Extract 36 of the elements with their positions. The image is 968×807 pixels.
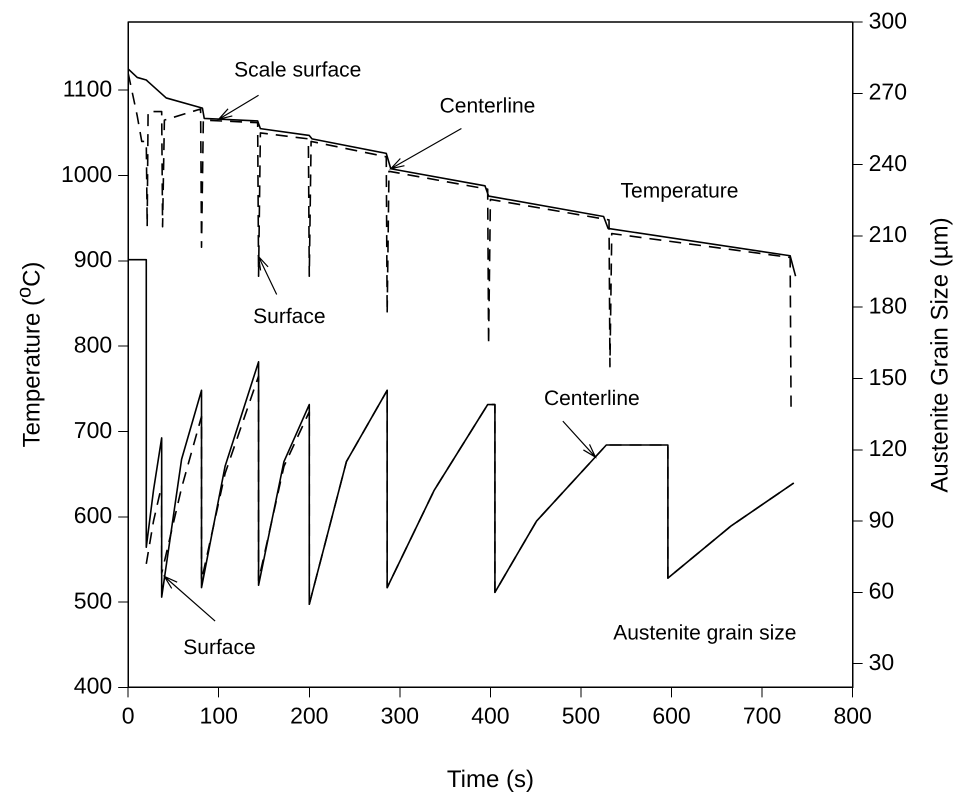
y2-tick-label: 300 [868, 7, 907, 34]
annotation: Centerline [544, 386, 640, 410]
annotation: Scale surface [234, 58, 362, 82]
y-tick-label: 900 [74, 246, 112, 272]
y2-tick-label: 120 [868, 435, 907, 462]
y-tick-label: 1100 [62, 76, 112, 102]
y-tick-label: 600 [74, 502, 112, 528]
x-tick-label: 800 [833, 702, 872, 729]
x-tick-label: 100 [200, 702, 238, 729]
y2-tick-label: 30 [868, 648, 894, 675]
y-tick-label: 500 [74, 587, 112, 614]
annotation: Centerline [440, 94, 536, 118]
y-tick-label: 1000 [60, 160, 112, 187]
y-tick-label: 400 [74, 672, 112, 699]
y2-tick-label: 180 [868, 292, 907, 319]
annotation: Temperature [620, 179, 738, 202]
x-axis-title: Time (s) [446, 766, 534, 794]
y-tick-label: 700 [74, 416, 112, 443]
y2-tick-label: 60 [868, 578, 894, 604]
x-tick-label: 600 [652, 702, 691, 729]
x-tick-label: 700 [742, 702, 782, 729]
x-tick-label: 0 [122, 702, 135, 729]
x-tick-label: 400 [471, 702, 510, 729]
y2-axis-title: Austenite Grain Size (µm) [926, 217, 954, 492]
x-tick-label: 500 [562, 702, 600, 729]
annotation: Surface [253, 304, 326, 328]
x-tick-label: 300 [380, 702, 420, 729]
x-tick-label: 200 [290, 702, 328, 729]
y2-tick-label: 90 [868, 506, 894, 532]
annotation: Surface [183, 636, 256, 660]
y2-tick-label: 240 [868, 150, 907, 176]
y2-tick-label: 270 [868, 78, 907, 105]
annotation: Austenite grain size [613, 621, 796, 644]
y-tick-label: 800 [74, 332, 112, 358]
y2-tick-label: 210 [868, 221, 907, 248]
y2-tick-label: 150 [868, 364, 907, 390]
